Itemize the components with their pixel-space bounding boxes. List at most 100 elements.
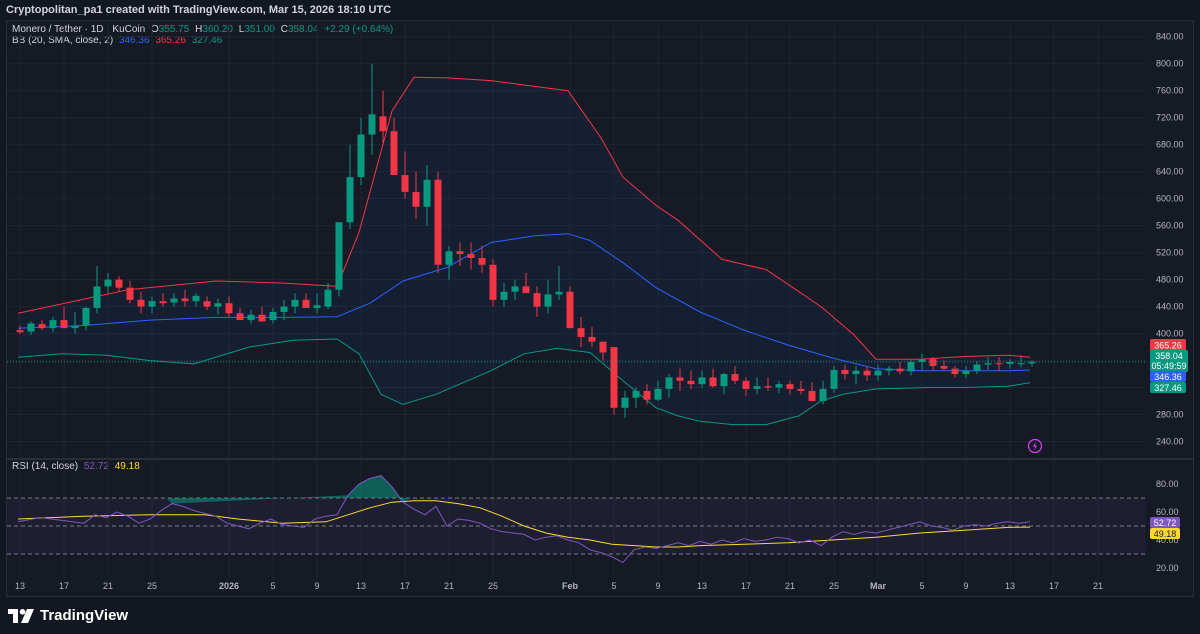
candle (995, 357, 1003, 371)
candle (566, 286, 574, 329)
bb-label[interactable]: BB (20, SMA, close, 2) (12, 35, 114, 46)
price-tick-label: 760.00 (1156, 86, 1184, 96)
svg-text:346.36: 346.36 (1154, 372, 1182, 382)
time-tick-label: 5 (919, 581, 924, 591)
candle-body (335, 222, 343, 290)
grid-lines (7, 22, 1193, 578)
candle-body (1006, 361, 1014, 364)
candle (863, 365, 871, 381)
time-tick-label: 17 (741, 581, 751, 591)
candle-body (852, 370, 860, 375)
time-tick-label: 17 (1049, 581, 1059, 591)
candle (973, 361, 981, 375)
candle-body (82, 307, 90, 326)
candle (280, 299, 288, 321)
candle (896, 361, 904, 375)
candle-body (423, 179, 431, 207)
rsi-ma-value: 49.18 (114, 461, 140, 472)
candle-body (1017, 363, 1025, 365)
candle (731, 365, 739, 385)
time-tick-label: 13 (1005, 581, 1015, 591)
candle-body (38, 324, 46, 329)
candle (445, 245, 453, 280)
rsi-ma-badge: 49.18 (1150, 528, 1180, 539)
candle-body (49, 320, 57, 329)
candle (269, 307, 277, 324)
candle (49, 316, 57, 333)
time-tick-label: 17 (400, 581, 410, 591)
candle (126, 280, 134, 304)
price-badges: 365.26 358.04 05:49:59 346.36 327.46 52.… (1150, 339, 1188, 539)
candle-body (786, 384, 794, 389)
rsi-value-badge: 52.72 (1150, 517, 1180, 528)
candle (588, 326, 596, 348)
candle (324, 282, 332, 310)
candle (885, 365, 893, 376)
candle (654, 380, 662, 402)
candle-body (555, 291, 563, 295)
candle (621, 390, 629, 418)
candle (511, 279, 519, 300)
candle-body (511, 286, 519, 292)
price-tick-label: 400.00 (1156, 329, 1184, 339)
time-tick-label: 25 (829, 581, 839, 591)
low-value: 351.00 (244, 24, 275, 35)
rsi-line (17, 475, 1031, 564)
candle (412, 171, 420, 219)
chart-canvas[interactable]: 240.00280.00320.00360.00400.00440.00480.… (0, 0, 1200, 597)
candle (951, 365, 959, 378)
candle (192, 293, 200, 307)
candle-body (753, 386, 761, 389)
candle-body (599, 341, 607, 353)
countdown-timer: 05:49:59 (1151, 361, 1186, 371)
candle-body (390, 131, 398, 176)
candle (181, 289, 189, 307)
candle-body (1028, 361, 1036, 364)
candle-body (929, 359, 937, 366)
candle (115, 276, 123, 292)
candle (962, 365, 970, 379)
candle-body (368, 114, 376, 135)
candle-body (148, 301, 156, 307)
candle-body (577, 328, 585, 337)
candle (764, 377, 772, 391)
candle (335, 222, 343, 297)
tradingview-logo[interactable]: TradingView (8, 607, 128, 624)
rsi-tick-label: 40.00 (1156, 535, 1179, 545)
open-value: 355.75 (158, 24, 190, 35)
change-value: +2.29 (+0.64%) (324, 24, 394, 35)
candle-body (489, 264, 497, 300)
candle-body (643, 390, 651, 400)
time-tick-label: 21 (785, 581, 795, 591)
candlesticks (7, 63, 1146, 418)
close-value: 358.04 (287, 24, 319, 35)
svg-text:358.04: 358.04 (1155, 351, 1183, 361)
candle (203, 296, 211, 310)
alert-icon[interactable] (1027, 438, 1043, 454)
candle-body (940, 365, 948, 369)
candle-body (742, 380, 750, 389)
symbol-name[interactable]: Monero / Tether · 1D · KuCoin (12, 24, 146, 35)
price-tick-label: 640.00 (1156, 167, 1184, 177)
svg-text:327.46: 327.46 (1154, 383, 1182, 393)
candle (148, 296, 156, 314)
time-tick-label: 25 (488, 581, 498, 591)
candle (214, 298, 222, 315)
candle (1006, 359, 1014, 369)
candle (522, 272, 530, 294)
candle-body (874, 370, 882, 376)
rsi-label[interactable]: RSI (14, close) (12, 461, 79, 472)
price-tick-label: 720.00 (1156, 113, 1184, 123)
candle-body (214, 303, 222, 307)
candle (423, 164, 431, 226)
candle (38, 320, 46, 331)
candle (775, 380, 783, 393)
candle (808, 382, 816, 402)
candle (368, 63, 376, 155)
candle (720, 372, 728, 395)
close-price-badge: 358.04 05:49:59 (1150, 350, 1188, 372)
price-tick-label: 560.00 (1156, 221, 1184, 231)
candle (291, 293, 299, 314)
rsi-pane (7, 475, 1146, 564)
candle (676, 368, 684, 391)
